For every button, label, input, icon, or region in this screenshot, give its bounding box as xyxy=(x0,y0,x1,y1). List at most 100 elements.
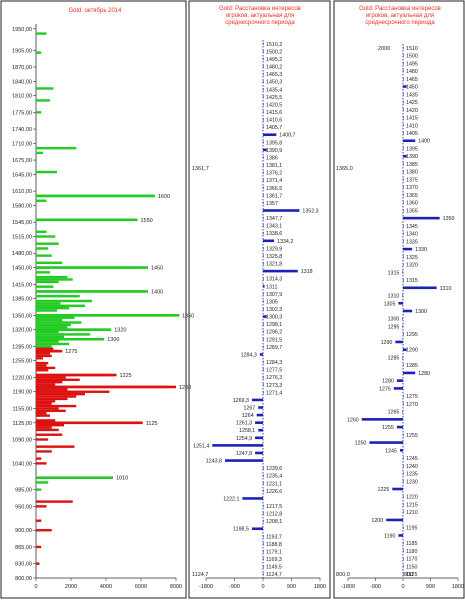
panel3-bar xyxy=(395,340,403,344)
panel1-bar xyxy=(36,87,54,90)
panel2-bar xyxy=(263,535,264,538)
panel1-x-tick-label: 6000 xyxy=(135,584,147,590)
panel3-bar xyxy=(403,402,404,406)
panel1-bar-label: 1600 xyxy=(158,194,170,200)
panel3-level-label: 1330 xyxy=(415,247,427,253)
panel2-bar xyxy=(263,224,264,227)
panel1-y-tick-label: 1675,00 xyxy=(12,158,32,164)
panel3-bar xyxy=(403,100,404,104)
panel2-level-label: 1243,8 xyxy=(206,459,222,465)
panel1-bar xyxy=(36,335,64,339)
panel1-bar xyxy=(36,354,52,358)
panel3-bar xyxy=(403,495,404,499)
panel3-bar xyxy=(403,69,404,73)
panel3-level-label: 1285 xyxy=(406,363,418,369)
panel1-bar xyxy=(36,99,50,102)
panel2-level-label: 1311 xyxy=(266,284,277,290)
panel1-labeled-bar xyxy=(36,337,105,341)
panel1-bar-label: 1350 xyxy=(182,313,194,319)
panel1-bar xyxy=(36,278,73,281)
panel3-level-label: 1380 xyxy=(406,170,418,176)
panel1-labeled-bar xyxy=(36,290,148,293)
panel2-bar xyxy=(242,497,263,500)
panel2-level-label: 1193,7 xyxy=(266,534,282,540)
panel3-bar xyxy=(403,85,407,88)
panel3-level-label: 1345 xyxy=(406,224,418,230)
panel2-bar xyxy=(263,231,264,235)
panel3-bar xyxy=(396,425,403,429)
panel1-labeled-bar xyxy=(36,314,180,317)
panel2-level-label: 1381,1 xyxy=(266,163,282,169)
panel2-level-label: 1239,6 xyxy=(266,466,282,472)
panel3-bar xyxy=(403,123,404,127)
panel3-level-label: 1310 xyxy=(388,294,400,300)
panel3-bar xyxy=(403,263,404,266)
panel1-bar xyxy=(36,230,47,233)
panel1-y-tick-label: 1775,00 xyxy=(12,110,32,116)
panel3-bar xyxy=(402,410,403,413)
panel1-y-tick-label: 1285,00 xyxy=(12,344,32,350)
panel1-bar xyxy=(36,412,47,415)
panel2-level-label: 1395,8 xyxy=(266,140,282,146)
panel3-level-label: 1260 xyxy=(347,417,359,423)
panel3-bar xyxy=(402,271,403,274)
panel2-level-label: 1273,3 xyxy=(266,383,282,389)
panel2-bar xyxy=(263,338,264,341)
panel1-bar xyxy=(36,275,68,279)
panel1-bar xyxy=(36,407,59,410)
panel3-level-label: 1415 xyxy=(406,116,418,122)
panel3-bar xyxy=(403,193,404,197)
panel1-bar xyxy=(36,376,66,379)
panel3-level-label: 1350 xyxy=(443,216,455,222)
panel3-level-label: 1210 xyxy=(406,510,418,516)
panel1-bar xyxy=(36,347,54,350)
panel2-side-label-bottom: 1124,7 xyxy=(192,572,208,578)
panel2-bar xyxy=(259,353,263,356)
panel2-level-label: 1296,2 xyxy=(266,330,282,336)
panel2-bar xyxy=(263,269,298,273)
panel3-bar xyxy=(403,526,404,529)
panel1-bar xyxy=(36,423,64,427)
panel3-level-label: 1290 xyxy=(406,348,418,354)
panel1-y-tick-label: 950,00 xyxy=(15,504,32,510)
panel3-level-label: 1240 xyxy=(406,464,418,470)
panel1-bar-label: 1010 xyxy=(116,476,128,482)
panel2-level-label: 1305 xyxy=(266,299,278,305)
panel3-level-label: 1450 xyxy=(406,85,418,91)
panel2-side-label-top: 1361,7 xyxy=(192,166,209,172)
panel2-x-tick-label: 1800 xyxy=(314,584,326,590)
panel1-y-tick-label: 1710,00 xyxy=(12,141,32,147)
panel3-bar xyxy=(403,216,440,220)
panel2-title-line1: Gold: Расстановка интересов xyxy=(219,6,301,12)
panel2-level-label: 1318 xyxy=(301,269,313,275)
panel1-labeled-bar xyxy=(36,218,138,222)
panel3-level-label: 1510 xyxy=(406,46,418,52)
panel2-level-label: 1247,8 xyxy=(236,451,252,457)
panel1-bar xyxy=(36,392,85,396)
panel2-bar xyxy=(263,95,264,99)
panel3-bar xyxy=(403,309,413,313)
panel3-side-label-bottom-right: 800 xyxy=(404,572,413,578)
panel3-bar xyxy=(403,394,404,398)
panel3-bar xyxy=(403,232,404,235)
panel3-bar xyxy=(396,379,403,382)
panel1-bar xyxy=(36,318,63,322)
panel2-level-label: 1261,3 xyxy=(236,421,252,427)
panel3-level-label: 1405 xyxy=(406,131,418,137)
panel2-level-label: 1235,4 xyxy=(266,474,282,480)
panel-frame-1 xyxy=(0,0,187,599)
panel3-title-line2: игроков, актуальная для xyxy=(366,13,434,19)
panel3-x-tick-label: 0 xyxy=(401,584,404,590)
panel3-bar xyxy=(386,518,403,522)
panel1-labeled-bar xyxy=(36,349,63,353)
panel1-y-tick-label: 1320,00 xyxy=(12,328,32,334)
panel1-bar xyxy=(36,280,59,284)
panel2-bar xyxy=(263,209,300,212)
panel1-bar xyxy=(36,519,42,522)
panel2-bar xyxy=(258,428,263,432)
panel3-bar xyxy=(403,472,404,475)
panel2-title-line2: игроков, актуальная для xyxy=(226,13,294,19)
panel1-y-tick-label: 1415,00 xyxy=(12,282,32,288)
panel1-y-tick-label: 1040,00 xyxy=(12,461,32,467)
